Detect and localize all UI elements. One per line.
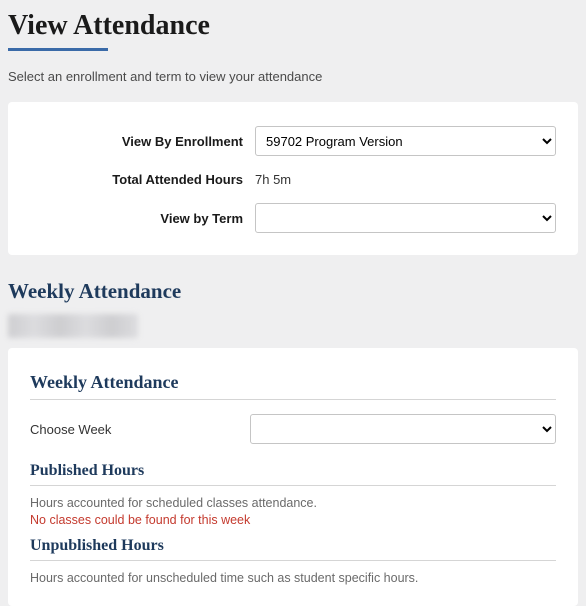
enrollment-select[interactable]: 59702 Program Version: [255, 126, 556, 156]
total-hours-value: 7h 5m: [255, 172, 291, 187]
published-desc: Hours accounted for scheduled classes at…: [30, 496, 556, 510]
published-error: No classes could be found for this week: [30, 513, 556, 527]
term-label: View by Term: [30, 211, 255, 226]
unpublished-heading: Unpublished Hours: [30, 537, 556, 561]
choose-week-select[interactable]: [250, 414, 556, 444]
total-hours-label: Total Attended Hours: [30, 172, 255, 187]
weekly-heading: Weekly Attendance: [0, 255, 586, 308]
enrollment-label: View By Enrollment: [30, 134, 255, 149]
page-subtitle: Select an enrollment and term to view yo…: [0, 69, 586, 102]
page-title: View Attendance: [0, 0, 586, 48]
term-select[interactable]: [255, 203, 556, 233]
title-underline: [8, 48, 108, 51]
student-name-blurred: [8, 314, 138, 338]
choose-week-label: Choose Week: [30, 422, 250, 437]
weekly-card: Weekly Attendance Choose Week Published …: [8, 348, 578, 606]
enrollment-row: View By Enrollment 59702 Program Version: [30, 126, 556, 156]
filter-card: View By Enrollment 59702 Program Version…: [8, 102, 578, 255]
total-hours-row: Total Attended Hours 7h 5m: [30, 172, 556, 187]
published-heading: Published Hours: [30, 462, 556, 486]
unpublished-desc: Hours accounted for unscheduled time suc…: [30, 571, 556, 585]
weekly-card-heading: Weekly Attendance: [30, 372, 556, 400]
choose-week-row: Choose Week: [30, 414, 556, 444]
term-row: View by Term: [30, 203, 556, 233]
